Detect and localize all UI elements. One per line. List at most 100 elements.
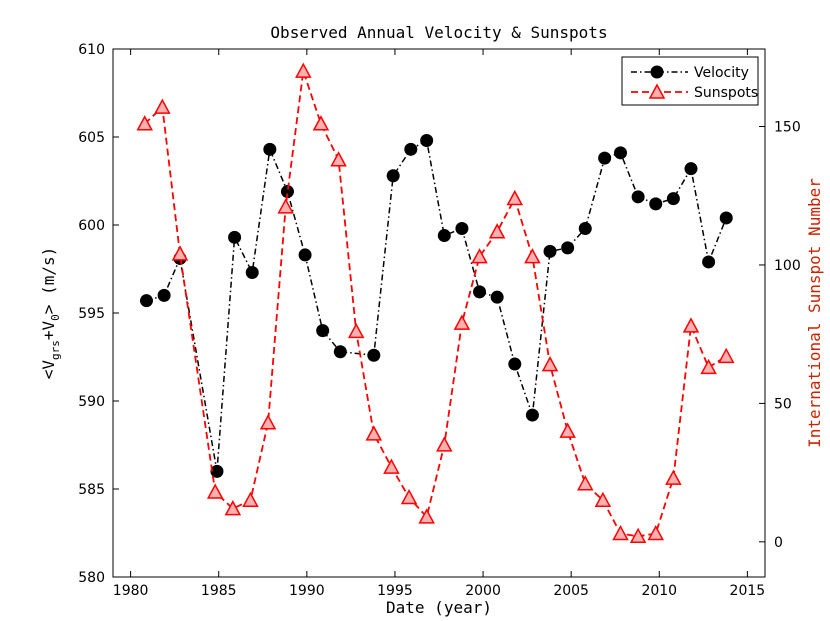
chart-title: Observed Annual Velocity & Sunspots [270,23,607,42]
sunspots-point [365,425,383,441]
velocity-point [631,190,645,204]
series-velocity [139,134,733,478]
sunspots-point [471,248,488,264]
x-tick-label: 2005 [553,583,589,599]
velocity-point [578,222,592,236]
velocity-point [455,222,469,236]
sunspots-point [665,469,682,485]
sunspots-point [171,245,189,261]
velocity-point [437,229,451,243]
velocity-point [702,255,716,269]
velocity-point [298,248,312,262]
y-right-axis-label: International Sunspot Number [805,178,824,448]
y-left-tick-label: 590 [78,394,105,410]
x-tick-label: 1990 [289,583,325,599]
velocity-point [280,185,294,199]
velocity-point [263,142,277,156]
velocity-point [157,288,171,302]
y-left-axis-label: <Vgrs+V0> (m/s) [39,247,62,379]
velocity-point [598,151,612,165]
sunspots-point [330,151,347,167]
sunspots-point [506,189,524,206]
velocity-point [333,345,347,359]
legend-velocity-marker [650,65,664,79]
y-left-label-prefix: <V [39,360,58,380]
sunspots-point [277,198,294,214]
sunspots-point [418,508,435,524]
velocity-point [420,134,434,148]
sunspots-point [295,62,312,78]
sunspots-line [144,70,727,538]
velocity-point [316,324,330,338]
velocity-point [508,357,522,371]
sunspots-point [259,414,277,430]
sunspots-point [400,488,418,505]
sunspots-point [541,356,559,372]
x-tick-label: 2000 [465,583,501,599]
sunspots-point [224,500,242,516]
sunspots-point [383,458,400,474]
legend-sunspots-marker [648,83,666,99]
velocity-point [614,146,628,160]
y-left-tick-label: 580 [78,570,105,586]
sunspots-point [242,491,259,508]
sunspots-point [488,223,506,239]
sunspots-point [647,524,665,541]
sunspots-point [136,115,153,131]
velocity-point [473,285,487,299]
sunspots-point [577,475,594,491]
sunspots-point [206,483,224,499]
x-tick-label: 2015 [730,583,766,599]
legend-box [621,56,759,106]
x-axis-ticks: 1980 1985 1990 1995 2000 2005 2010 2015 [113,49,765,599]
sunspots-point [436,436,453,452]
velocity-point [367,348,381,362]
velocity-point [684,162,698,176]
sunspots-point [312,115,330,131]
velocity-line [146,139,727,472]
velocity-point [543,244,557,258]
legend-velocity-label: Velocity [694,65,749,81]
y-right-tick-label: 100 [774,258,801,274]
x-tick-label: 1985 [201,583,237,599]
sunspots-point [347,322,365,339]
y-left-label-suffix: > (m/s) [39,247,58,314]
y-right-tick-label: 0 [774,535,783,551]
legend-sunspots-label: Sunspots [694,85,758,101]
velocity-point [228,230,242,244]
sunspots-point [700,358,717,375]
y-left-axis-ticks: 580 585 590 595 600 605 610 [78,42,119,586]
velocity-point [139,294,153,308]
sunspots-point [154,98,171,114]
velocity-point [404,142,418,156]
velocity-point [649,197,663,211]
velocity-point [210,464,224,478]
velocity-point [666,192,680,206]
x-tick-label: 1980 [113,583,149,599]
velocity-point [245,266,259,280]
velocity-point [490,290,504,304]
sunspots-point [453,314,471,330]
sunspots-point [612,524,629,541]
y-left-label-mid: +V [39,320,58,340]
y-right-tick-label: 50 [774,396,792,412]
y-left-label-sub2: 0 [49,314,62,321]
velocity-point [719,211,733,225]
x-axis-label: Date (year) [386,598,492,617]
series-sunspots [136,62,735,544]
velocity-point [386,169,400,183]
sunspots-point [682,317,700,333]
y-left-label-sub1: grs [49,340,62,360]
y-left-tick-label: 600 [78,218,105,234]
y-right-tick-label: 150 [774,120,801,136]
sunspots-point [594,491,612,508]
y-right-axis-ticks: 0 50 100 150 [759,120,801,551]
velocity-point [525,408,539,422]
sunspots-point [559,422,576,438]
sunspots-point [524,248,541,264]
velocity-point [561,241,575,255]
y-left-tick-label: 605 [78,130,105,146]
y-left-tick-label: 585 [78,482,105,498]
x-tick-label: 2010 [641,583,677,599]
